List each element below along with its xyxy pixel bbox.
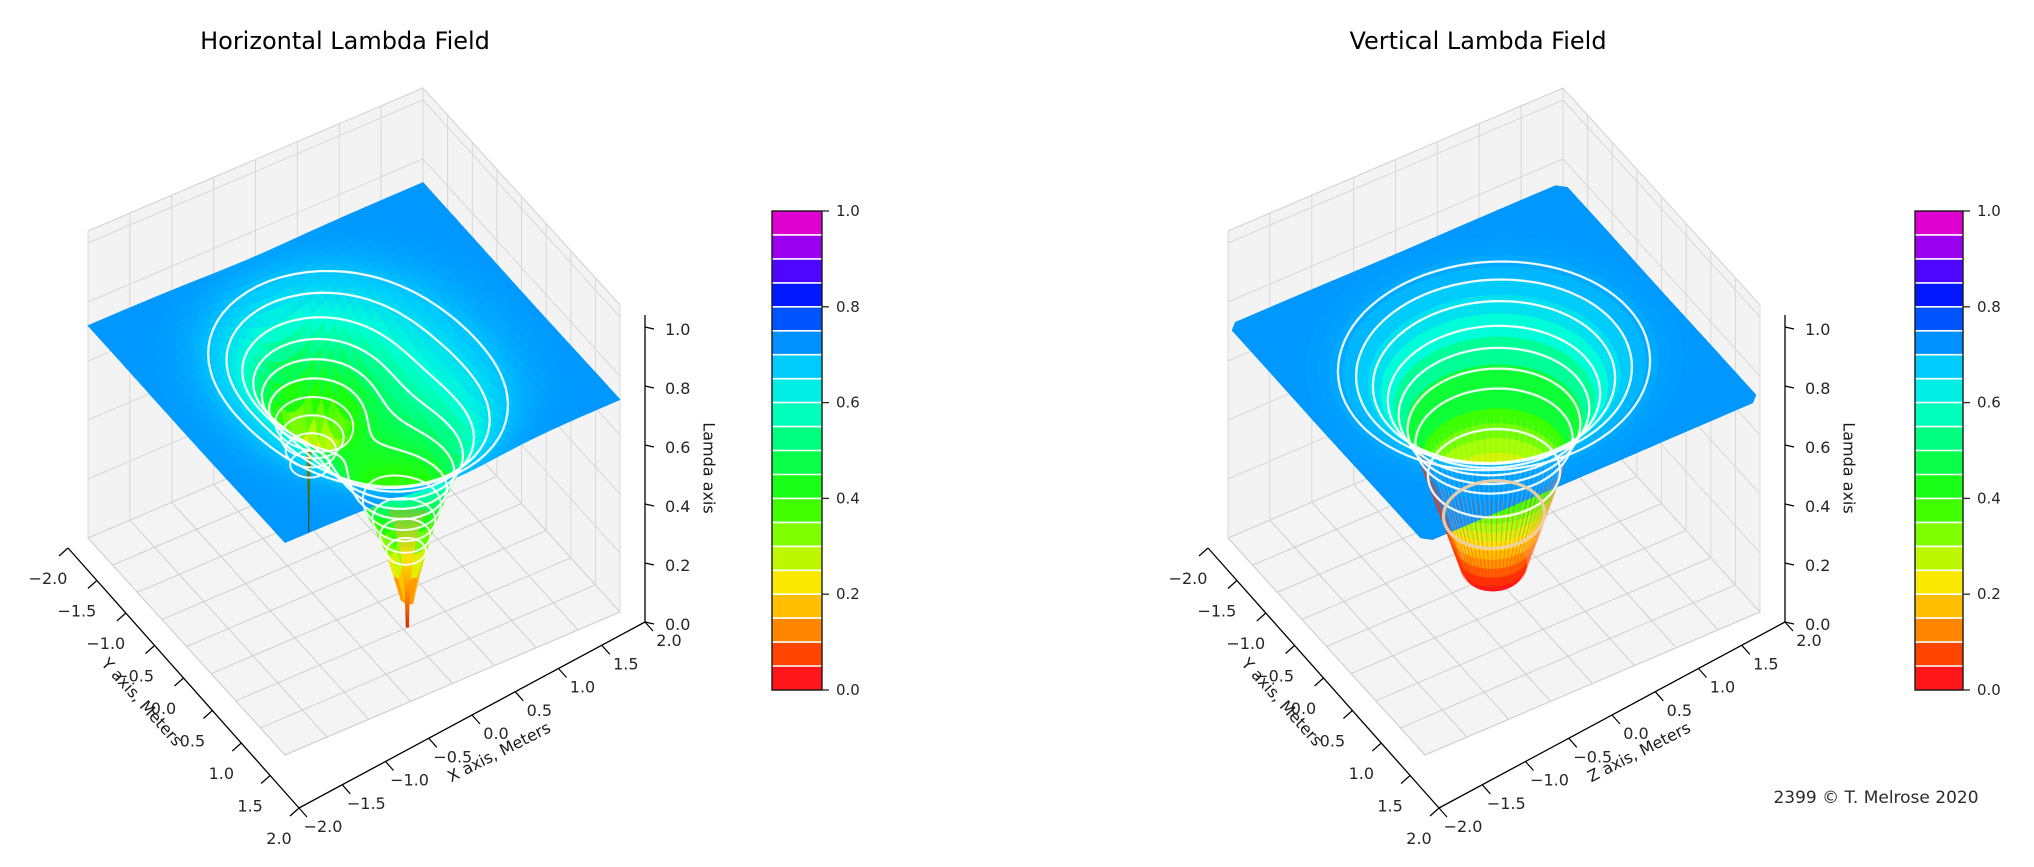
tick-label: 2.0 (1406, 829, 1431, 848)
tick-label: 2.0 (266, 829, 291, 848)
tick-label: −1.5 (1487, 794, 1526, 813)
tick-label: 0.0 (1291, 699, 1316, 718)
tick-label: 1.0 (1349, 764, 1374, 783)
tick-label: 0.6 (665, 438, 690, 457)
tick-label: −0.5 (1573, 747, 1612, 766)
tick-label: 0.5 (1320, 732, 1345, 751)
contour-lines (1336, 260, 1652, 550)
surface-mesh (1231, 185, 1757, 592)
plot-title-left: Horizontal Lambda Field (200, 27, 490, 55)
colorbar-tick-label: 0.6 (1977, 394, 2001, 412)
tick-label: 0.8 (665, 379, 690, 398)
tick-label: 1.0 (570, 678, 595, 697)
colorbar-tick-label: 0.8 (836, 298, 860, 316)
z-axis-label-right: Lamda axis (1839, 422, 1859, 514)
tick-label: −0.5 (115, 667, 154, 686)
colorbar-tick-label: 0.4 (1977, 489, 2001, 507)
z-axis-label-left: Lamda axis (699, 422, 719, 514)
tick-label: −1.5 (347, 794, 386, 813)
tick-label: 0.0 (1805, 615, 1830, 634)
colorbar-left: 0.0 0.2 0.4 0.6 0.8 1.0 (771, 202, 860, 699)
tick-label: 0.4 (665, 497, 690, 516)
tick-label: −1.0 (86, 634, 125, 653)
tick-label: 1.0 (209, 764, 234, 783)
axis-lines-and-ticks: −2.0−1.5−1.0−0.50.00.51.01.52.0−2.0−1.5−… (29, 315, 690, 848)
tick-label: 0.5 (1667, 701, 1692, 720)
colorbar-tick-label: 0.8 (1977, 298, 2001, 316)
tick-label: 0.2 (1805, 556, 1830, 575)
tick-label: 2.0 (656, 631, 681, 650)
tick-label: 1.5 (237, 797, 262, 816)
plot-vertical-lambda-field: −2.0−1.5−1.0−0.50.00.51.01.52.0−2.0−1.5−… (1169, 86, 1830, 848)
colorbar-tick-label: 0.2 (836, 585, 860, 603)
tick-label: 0.0 (483, 724, 508, 743)
plot-horizontal-lambda-field: −2.0−1.5−1.0−0.50.00.51.01.52.0−2.0−1.5−… (29, 86, 690, 848)
tick-label: 0.2 (665, 556, 690, 575)
plot-title-right: Vertical Lambda Field (1349, 27, 1607, 55)
colorbar-tick-label: 0.4 (836, 489, 860, 507)
colorbar-tick-label: 0.0 (836, 681, 860, 699)
tick-label: −2.0 (1444, 817, 1483, 836)
contour-lines (207, 269, 510, 566)
watermark: 2399 © T. Melrose 2020 (1773, 788, 1979, 808)
axes-panes (87, 86, 621, 756)
tick-label: 0.4 (1805, 497, 1830, 516)
tick-label: −1.0 (1226, 634, 1265, 653)
tick-label: −1.0 (390, 771, 429, 790)
tick-label: −0.5 (1255, 667, 1294, 686)
colorbar-tick-label: 0.0 (1977, 681, 2001, 699)
tick-label: −0.5 (433, 747, 472, 766)
tick-label: 1.0 (1805, 320, 1830, 339)
tick-label: −2.0 (29, 569, 68, 588)
tick-label: 2.0 (1796, 631, 1821, 650)
tick-label: 0.5 (180, 732, 205, 751)
tick-label: 1.5 (1753, 654, 1778, 673)
axis-lines-and-ticks: −2.0−1.5−1.0−0.50.00.51.01.52.0−2.0−1.5−… (1169, 315, 1830, 848)
colorbar-tick-label: 1.0 (1977, 202, 2001, 220)
tick-label: 0.0 (1623, 724, 1648, 743)
tick-label: 0.6 (1805, 438, 1830, 457)
tick-label: 0.5 (527, 701, 552, 720)
tick-label: −1.0 (1530, 771, 1569, 790)
colorbar-tick-label: 1.0 (836, 202, 860, 220)
tick-label: 1.5 (613, 654, 638, 673)
tick-label: 1.0 (1710, 678, 1735, 697)
tick-label: −1.5 (1197, 602, 1236, 621)
tick-label: 0.0 (151, 699, 176, 718)
tick-label: 0.0 (665, 615, 690, 634)
colorbar-right: 0.0 0.2 0.4 0.6 0.8 1.0 (1914, 202, 2001, 699)
colorbar-tick-label: 0.6 (836, 394, 860, 412)
tick-label: −2.0 (1169, 569, 1208, 588)
tick-label: 0.8 (1805, 379, 1830, 398)
tick-label: −1.5 (57, 602, 96, 621)
colorbar-tick-label: 0.2 (1977, 585, 2001, 603)
tick-label: −2.0 (304, 817, 343, 836)
tick-label: 1.0 (665, 320, 690, 339)
tick-label: 1.5 (1377, 797, 1402, 816)
